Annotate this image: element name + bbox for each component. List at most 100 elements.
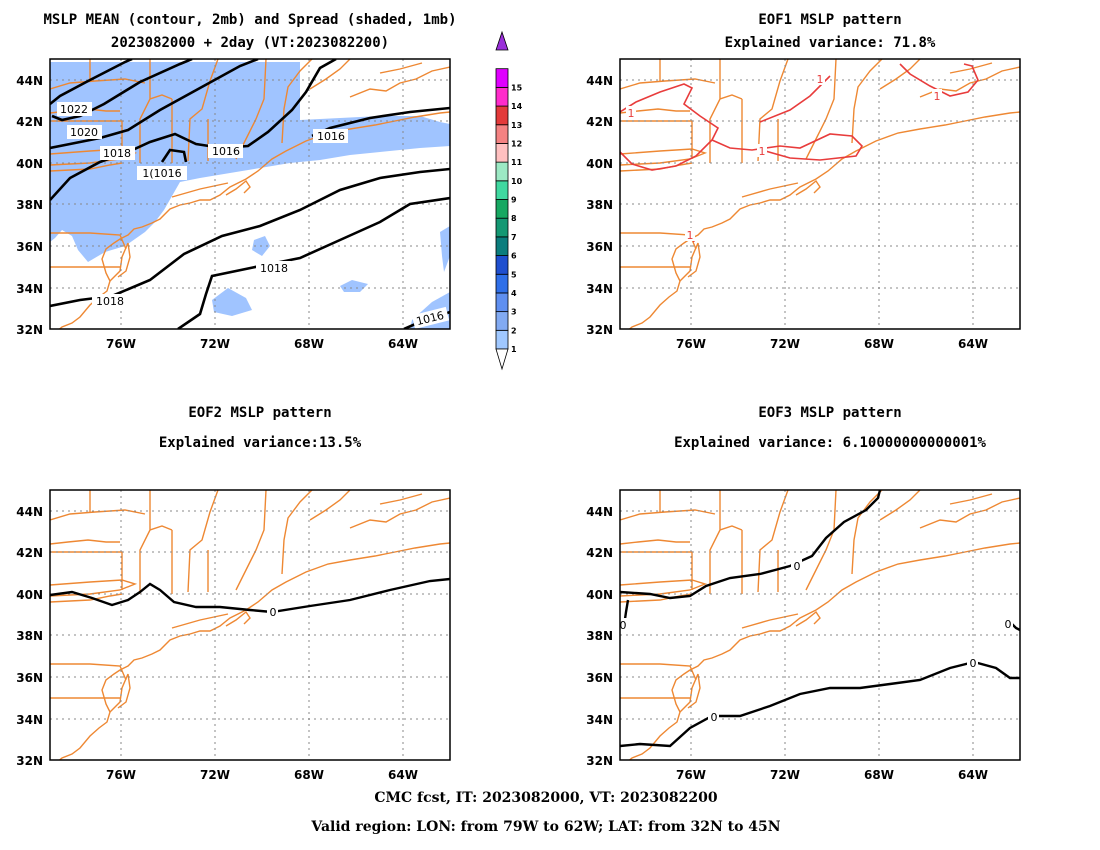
- contour-label: 1016: [212, 145, 240, 158]
- contour-label: 0: [1005, 618, 1012, 631]
- colorbar-box: [495, 199, 509, 219]
- svg-text:34N: 34N: [586, 282, 613, 296]
- footer-line2: Valid region: LON: from 79W to 62W; LAT:…: [310, 819, 780, 835]
- contour-label: 0: [794, 560, 801, 573]
- panel-eof1: EOF1 MSLP pattern Explained variance: 71…: [586, 12, 1021, 351]
- panel-title-line1: MSLP MEAN (contour, 2mb) and Spread (sha…: [43, 12, 456, 28]
- svg-text:76W: 76W: [106, 768, 136, 782]
- lon-tick-labels: 76W 72W 68W 64W: [106, 768, 418, 782]
- svg-text:32N: 32N: [16, 323, 43, 337]
- svg-text:40N: 40N: [586, 157, 613, 171]
- svg-text:34N: 34N: [16, 282, 43, 296]
- svg-text:72W: 72W: [770, 768, 800, 782]
- colorbar-label: 11: [511, 158, 523, 167]
- contour-label: 1020: [70, 126, 98, 139]
- lat-tick-labels: 44N 42N 40N 38N 36N 34N 32N: [16, 74, 43, 337]
- svg-text:40N: 40N: [16, 157, 43, 171]
- svg-text:44N: 44N: [586, 74, 613, 88]
- svg-text:44N: 44N: [16, 74, 43, 88]
- contour-labels: 1022 1020 1018 1016 1(1016 1016 1018 101…: [57, 102, 450, 329]
- panel-title-line2: Explained variance: 6.10000000000001%: [674, 435, 986, 451]
- contour-labels: 0 0 0 0 0: [620, 559, 1013, 724]
- contour-label: 0: [970, 657, 977, 670]
- colorbar-bottom-arrow: [495, 348, 509, 371]
- contour-label: 0: [270, 606, 277, 619]
- contour-labels: 0: [267, 605, 278, 619]
- svg-text:68W: 68W: [294, 768, 324, 782]
- svg-text:32N: 32N: [16, 754, 43, 768]
- svg-text:42N: 42N: [16, 115, 43, 129]
- colorbar-label: 6: [511, 252, 517, 261]
- colorbar-box: [495, 311, 509, 331]
- contour-label: 0: [620, 619, 627, 632]
- panel-title-line2: Explained variance:13.5%: [159, 435, 362, 451]
- colorbar-box: [495, 255, 509, 275]
- panel-title-line2: 2023082000 + 2day (VT:2023082200): [111, 35, 389, 51]
- svg-text:38N: 38N: [16, 198, 43, 212]
- colorbar-label: 4: [511, 289, 517, 298]
- svg-text:68W: 68W: [864, 337, 894, 351]
- svg-text:38N: 38N: [16, 629, 43, 643]
- contour-label: 1: [628, 107, 635, 120]
- svg-text:76W: 76W: [676, 337, 706, 351]
- coastline-map: [50, 490, 450, 760]
- eof2-contours: [50, 577, 450, 614]
- svg-text:44N: 44N: [16, 505, 43, 519]
- lon-tick-labels: 76W 72W 68W 64W: [676, 337, 988, 351]
- colorbar-label: 5: [511, 270, 517, 279]
- colorbar-box: [495, 273, 509, 294]
- panel-title-line1: EOF1 MSLP pattern: [758, 12, 901, 28]
- svg-text:40N: 40N: [16, 588, 43, 602]
- colorbar-box: [495, 124, 509, 144]
- panel-title-line2: Explained variance: 71.8%: [725, 35, 936, 51]
- svg-text:32N: 32N: [586, 754, 613, 768]
- svg-text:64W: 64W: [958, 768, 988, 782]
- svg-text:42N: 42N: [586, 115, 613, 129]
- map-frame: [619, 489, 1021, 761]
- lat-tick-labels: 44N 42N 40N 38N 36N 34N 32N: [16, 505, 43, 768]
- colorbar-box: [495, 143, 509, 163]
- svg-text:42N: 42N: [16, 546, 43, 560]
- contour-label: 1: [759, 145, 766, 158]
- svg-text:36N: 36N: [586, 671, 613, 685]
- contour-label: 1: [934, 90, 941, 103]
- contour-label: 0: [711, 711, 718, 724]
- svg-text:36N: 36N: [586, 240, 613, 254]
- svg-text:36N: 36N: [16, 240, 43, 254]
- colorbar-label: 8: [511, 214, 517, 223]
- colorbar-box: [495, 105, 509, 126]
- map-frame: [619, 58, 1021, 330]
- contour-label: 1022: [60, 103, 88, 116]
- grid-lines: [620, 490, 1020, 760]
- coastline-map: [620, 59, 1020, 329]
- colorbar-box: [495, 86, 509, 107]
- contour-label: 1: [687, 229, 694, 242]
- contour-label: 1: [817, 73, 824, 86]
- colorbar-box: [495, 161, 509, 182]
- colorbar-box: [495, 236, 509, 256]
- svg-text:32N: 32N: [586, 323, 613, 337]
- contour-label: 1016: [317, 130, 345, 143]
- colorbar-label: 3: [511, 308, 517, 317]
- grid-lines: [50, 490, 450, 760]
- svg-text:72W: 72W: [770, 337, 800, 351]
- svg-text:72W: 72W: [200, 337, 230, 351]
- svg-text:38N: 38N: [586, 198, 613, 212]
- map-frame: [49, 58, 451, 330]
- svg-text:34N: 34N: [586, 713, 613, 727]
- panel-title-line1: EOF3 MSLP pattern: [758, 405, 901, 421]
- panel-title-line1: EOF2 MSLP pattern: [188, 405, 331, 421]
- lon-tick-labels: 76W 72W 68W 64W: [676, 768, 988, 782]
- svg-text:44N: 44N: [586, 505, 613, 519]
- contour-label: 1018: [260, 262, 288, 275]
- spread-shading: [50, 62, 450, 329]
- colorbar-label: 10: [511, 177, 523, 186]
- colorbar-box: [495, 292, 509, 313]
- panel-eof3: EOF3 MSLP pattern Explained variance: 6.…: [586, 405, 1021, 782]
- colorbar-label: 15: [511, 83, 523, 92]
- coastline-map: [620, 490, 1020, 760]
- contour-label: 1018: [96, 295, 124, 308]
- svg-text:34N: 34N: [16, 713, 43, 727]
- panel-eof2: EOF2 MSLP pattern Explained variance:13.…: [16, 405, 451, 782]
